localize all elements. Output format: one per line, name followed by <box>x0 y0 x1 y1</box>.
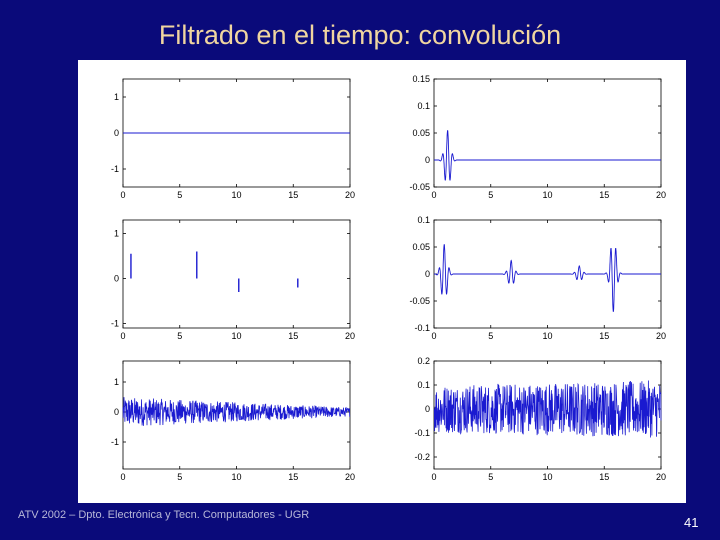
x-tick-label: 20 <box>656 331 666 341</box>
y-tick-label: 0.1 <box>417 215 430 225</box>
x-tick-label: 15 <box>599 472 609 482</box>
y-tick-label: 0.1 <box>417 380 430 390</box>
x-tick-label: 15 <box>599 331 609 341</box>
y-tick-label: -1 <box>111 319 119 329</box>
x-tick-label: 10 <box>542 190 552 200</box>
figure-panel: 0 5 10 15 20 1 0 -1 0 5 10 15 20 0.15 0.1 0.05 0 -0.05 0 5 1… <box>78 60 686 503</box>
y-tick-label: 0.2 <box>417 356 430 366</box>
slide-title: Filtrado en el tiempo: convolución <box>158 20 562 50</box>
x-tick-label: 5 <box>177 472 182 482</box>
y-tick-label: 1 <box>114 229 119 239</box>
x-tick-label: 20 <box>345 331 355 341</box>
y-tick-label: 1 <box>114 377 119 387</box>
x-tick-label: 5 <box>488 190 493 200</box>
page-number: 41 <box>684 515 699 530</box>
y-tick-label: 1 <box>114 92 119 102</box>
x-tick-label: 5 <box>488 472 493 482</box>
signal-trace <box>433 380 662 438</box>
signal-trace <box>434 130 661 181</box>
x-tick-label: 15 <box>599 190 609 200</box>
y-tick-label: -0.05 <box>409 182 430 192</box>
axes-frame <box>433 78 662 188</box>
x-tick-label: 5 <box>177 331 182 341</box>
y-tick-label: 0 <box>425 269 430 279</box>
x-tick-label: 5 <box>488 331 493 341</box>
y-tick-label: -0.1 <box>414 323 430 333</box>
y-tick-label: 0.15 <box>412 74 430 84</box>
x-tick-label: 0 <box>120 190 125 200</box>
x-tick-label: 15 <box>288 331 298 341</box>
y-tick-label: -0.05 <box>409 296 430 306</box>
y-tick-label: 0 <box>114 407 119 417</box>
y-tick-label: -0.1 <box>414 428 430 438</box>
x-tick-label: 15 <box>288 190 298 200</box>
x-tick-label: 0 <box>431 331 436 341</box>
x-tick-label: 20 <box>656 472 666 482</box>
subplot-6: 0 5 10 15 20 0.2 0.1 0 -0.1 -0.2 <box>414 356 666 482</box>
subplot-2: 0 5 10 15 200.150.10.050-0.05 <box>409 74 666 200</box>
y-tick-label: 0 <box>425 404 430 414</box>
x-tick-label: 10 <box>231 331 241 341</box>
x-tick-label: 20 <box>345 190 355 200</box>
x-tick-label: 15 <box>288 472 298 482</box>
x-tick-label: 20 <box>656 190 666 200</box>
y-tick-label: 0.1 <box>417 101 430 111</box>
x-tick-label: 10 <box>542 472 552 482</box>
x-tick-label: 10 <box>231 190 241 200</box>
x-tick-label: 0 <box>431 472 436 482</box>
y-tick-label: 0.05 <box>412 128 430 138</box>
signal-trace <box>434 244 661 312</box>
x-tick-label: 10 <box>542 331 552 341</box>
y-tick-label: -1 <box>111 437 119 447</box>
x-tick-label: 20 <box>345 472 355 482</box>
x-tick-label: 5 <box>177 190 182 200</box>
y-tick-label: 0.05 <box>412 242 430 252</box>
subplot-4: 0 5 10 15 20 0.1 0.05 0 -0.05 -0.1 <box>409 215 666 341</box>
x-tick-label: 0 <box>120 472 125 482</box>
x-tick-label: 0 <box>431 190 436 200</box>
x-tick-label: 0 <box>120 331 125 341</box>
x-tick-label: 10 <box>231 472 241 482</box>
signal-trace <box>122 397 351 426</box>
axes-frame <box>122 219 351 329</box>
footer-text: ATV 2002 – Dpto. Electrónica y Tecn. Com… <box>18 509 310 521</box>
y-tick-label: 0 <box>425 155 430 165</box>
y-tick-label: -0.2 <box>414 452 430 462</box>
y-tick-label: 0 <box>114 128 119 138</box>
y-tick-label: -1 <box>111 164 119 174</box>
y-tick-label: 0 <box>114 274 119 284</box>
